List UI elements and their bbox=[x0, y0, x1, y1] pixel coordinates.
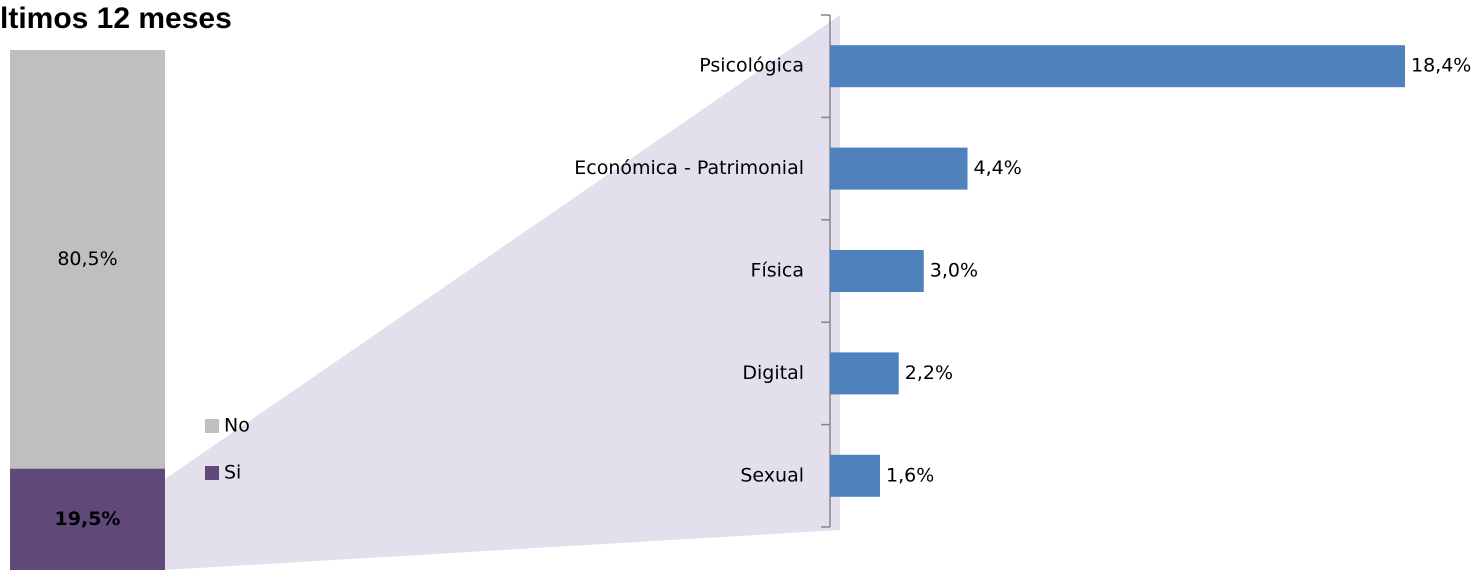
bar bbox=[830, 45, 1405, 88]
zoom-connector bbox=[165, 15, 840, 570]
data-label: 2,2% bbox=[905, 362, 953, 384]
stacked-segment bbox=[10, 468, 165, 570]
bar bbox=[830, 250, 924, 292]
category-label: Psicológica bbox=[699, 55, 804, 77]
data-label: 1,6% bbox=[886, 464, 934, 486]
bar bbox=[830, 454, 880, 497]
data-label: 18,4% bbox=[1411, 55, 1471, 77]
data-label: 3,0% bbox=[930, 260, 978, 282]
bar bbox=[830, 147, 968, 190]
stacked-segment bbox=[10, 50, 165, 469]
legend-label: No bbox=[224, 415, 250, 437]
legend-swatch bbox=[205, 419, 219, 433]
legend-label: Si bbox=[224, 462, 241, 484]
bar bbox=[830, 352, 899, 395]
chart-title: ltimos 12 meses bbox=[0, 2, 232, 35]
legend-swatch bbox=[205, 466, 219, 480]
category-label: Física bbox=[751, 260, 804, 282]
category-label: Sexual bbox=[740, 464, 804, 486]
data-label: 4,4% bbox=[974, 157, 1022, 179]
data-label: 80,5% bbox=[57, 248, 117, 270]
category-label: Digital bbox=[742, 362, 804, 384]
data-label: 19,5% bbox=[55, 508, 121, 530]
category-label: Económica - Patrimonial bbox=[574, 157, 804, 179]
